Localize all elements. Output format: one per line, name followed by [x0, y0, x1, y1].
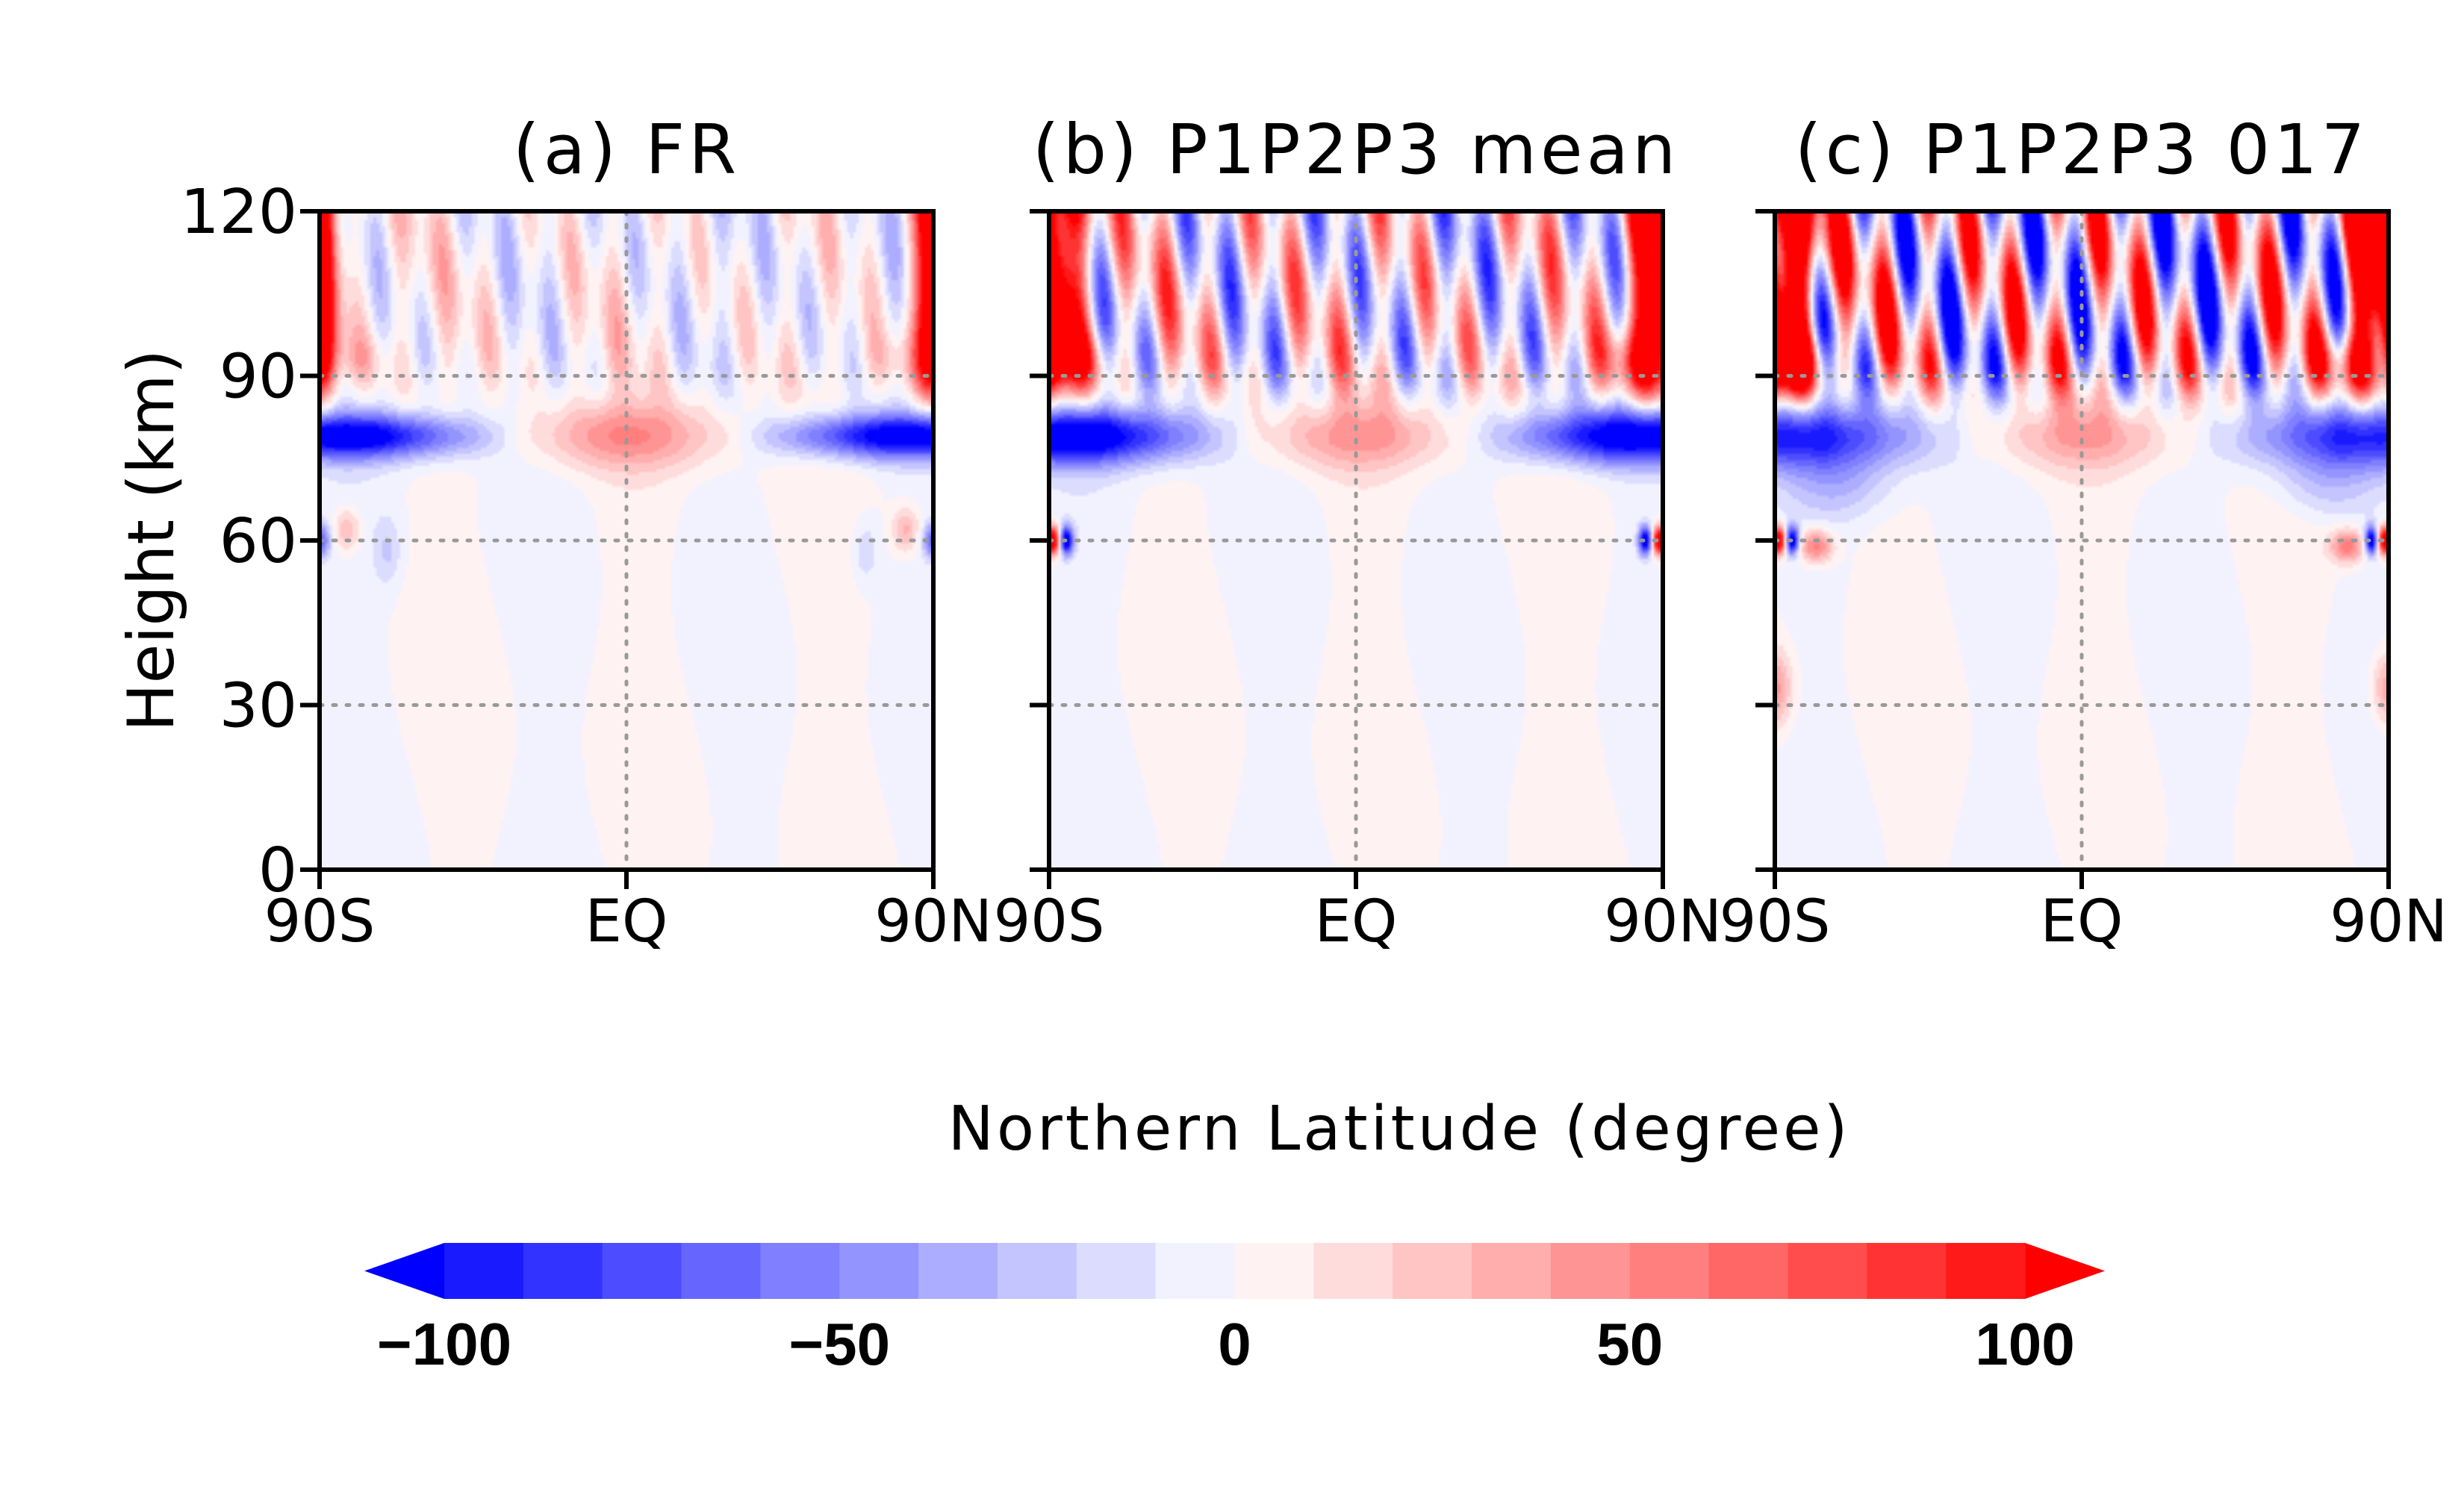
- x-tick-label: 90S: [264, 888, 376, 956]
- x-tick-label: 90N: [2330, 888, 2448, 956]
- y-tick-label: 60: [220, 506, 297, 577]
- colorbar-swatch: [1708, 1243, 1789, 1299]
- colorbar: −100 −50 0 50 100: [364, 1243, 2105, 1377]
- x-axis-label: Northern Latitude (degree): [948, 1094, 1851, 1165]
- colorbar-swatch: [1076, 1243, 1157, 1299]
- x-tick-label: 90N: [874, 888, 992, 956]
- panel-a: (a) FR 0 30 60 90 120 90S EQ 90N: [180, 110, 992, 956]
- colorbar-swatch: [602, 1243, 682, 1299]
- x-tick-label: EQ: [1315, 888, 1398, 956]
- panel-c: (c) P1P2P3 017 90S EQ 90N: [1720, 110, 2448, 956]
- panel-b: (b) P1P2P3 mean 90S EQ 90N: [994, 110, 1722, 956]
- colorbar-swatch: [839, 1243, 919, 1299]
- colorbar-swatch: [1550, 1243, 1631, 1299]
- panel-title: (c) P1P2P3 017: [1795, 110, 2369, 190]
- x-tick-label: 90S: [1720, 888, 1831, 956]
- x-tick-label: 90S: [994, 888, 1105, 956]
- colorbar-tick-label: −100: [377, 1311, 511, 1377]
- colorbar-swatch: [760, 1243, 841, 1299]
- colorbar-swatch: [523, 1243, 603, 1299]
- colorbar-swatch: [1155, 1243, 1236, 1299]
- colorbar-swatch: [1946, 1243, 2026, 1299]
- colorbar-tick-label: −50: [788, 1311, 890, 1377]
- colorbar-swatch: [1313, 1243, 1393, 1299]
- colorbar-swatch: [681, 1243, 762, 1299]
- x-tick-label: EQ: [585, 888, 668, 956]
- colorbar-tick-label: 50: [1596, 1311, 1663, 1377]
- y-tick-label: 90: [220, 342, 297, 413]
- colorbar-swatch: [1234, 1243, 1315, 1299]
- y-axis-label: Height (km): [114, 349, 189, 732]
- colorbar-swatch: [444, 1243, 524, 1299]
- colorbar-swatch: [1629, 1243, 1710, 1299]
- colorbar-swatch: [918, 1243, 998, 1299]
- colorbar-swatch: [1393, 1243, 1472, 1299]
- colorbar-swatch: [997, 1243, 1077, 1299]
- y-tick-label: 120: [180, 177, 297, 248]
- y-tick-label: 0: [258, 835, 297, 906]
- panel-title: (a) FR: [513, 110, 740, 190]
- colorbar-over-triangle: [2025, 1243, 2105, 1299]
- colorbar-swatch: [1788, 1243, 1868, 1299]
- y-tick-label: 30: [220, 671, 297, 742]
- colorbar-tick-label: 0: [1218, 1311, 1251, 1377]
- colorbar-swatch: [1472, 1243, 1552, 1299]
- x-tick-label: EQ: [2041, 888, 2124, 956]
- colorbar-swatch: [1867, 1243, 1947, 1299]
- colorbar-under-triangle: [364, 1243, 444, 1299]
- x-tick-label: 90N: [1604, 888, 1722, 956]
- colorbar-tick-label: 100: [1975, 1311, 2074, 1377]
- panel-title: (b) P1P2P3 mean: [1033, 110, 1680, 190]
